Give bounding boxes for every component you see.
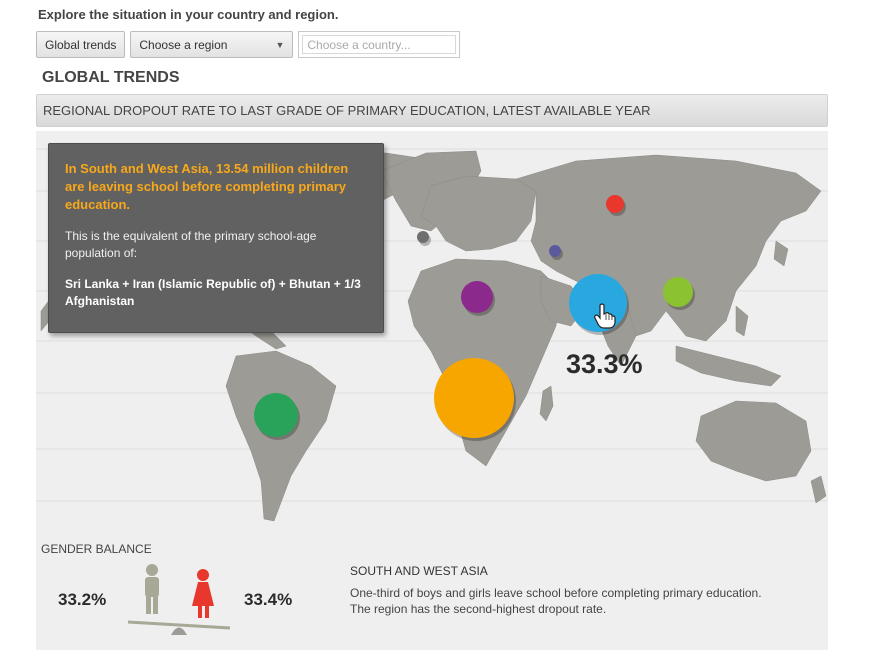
region-select-value: Choose a region [139, 37, 228, 52]
tooltip-headline: In South and West Asia, 13.54 million ch… [65, 161, 349, 212]
highlight-percent: 33.3% [566, 349, 643, 379]
section-title: GLOBAL TRENDS [42, 69, 180, 86]
girls-percent: 33.4% [244, 590, 293, 609]
boy-figure-icon [145, 564, 159, 614]
tooltip-equivalent: This is the equivalent of the primary sc… [65, 229, 317, 260]
country-field-wrapper [298, 31, 461, 58]
country-input[interactable] [302, 35, 457, 54]
region-bubble-arab-states[interactable] [461, 281, 493, 313]
intro-text: Explore the situation in your country an… [38, 7, 339, 22]
region-bubble-latin-america[interactable] [254, 393, 298, 437]
region-bubble-east-asia[interactable] [663, 277, 693, 307]
global-trends-button[interactable]: Global trends [36, 31, 126, 58]
tooltip-countries: Sri Lanka + Iran (Islamic Republic of) +… [65, 277, 361, 308]
region-tooltip: In South and West Asia, 13.54 million ch… [48, 143, 384, 333]
hand-cursor-icon [594, 303, 616, 329]
filter-controls: Global trends Choose a region ▼ [36, 31, 461, 58]
region-bubble-sub-saharan-africa[interactable] [434, 358, 514, 438]
gender-balance-title: GENDER BALANCE [41, 542, 152, 556]
gender-seesaw-graphic [127, 564, 231, 635]
region-select[interactable]: Choose a region ▼ [130, 31, 294, 58]
boys-percent: 33.2% [58, 590, 107, 609]
chevron-down-icon: ▼ [275, 39, 285, 50]
region-name: SOUTH AND WEST ASIA [350, 564, 488, 578]
region-description: One-third of boys and girls leave school… [350, 586, 762, 616]
region-bubble-western-europe[interactable] [417, 231, 429, 243]
girl-figure-icon [192, 569, 214, 618]
chart-title: REGIONAL DROPOUT RATE TO LAST GRADE OF P… [43, 103, 651, 118]
region-bubble-central-and-eastern-europe-russia[interactable] [606, 195, 624, 213]
region-bubble-central-asia[interactable] [549, 245, 561, 257]
chart-title-banner: REGIONAL DROPOUT RATE TO LAST GRADE OF P… [36, 94, 828, 127]
